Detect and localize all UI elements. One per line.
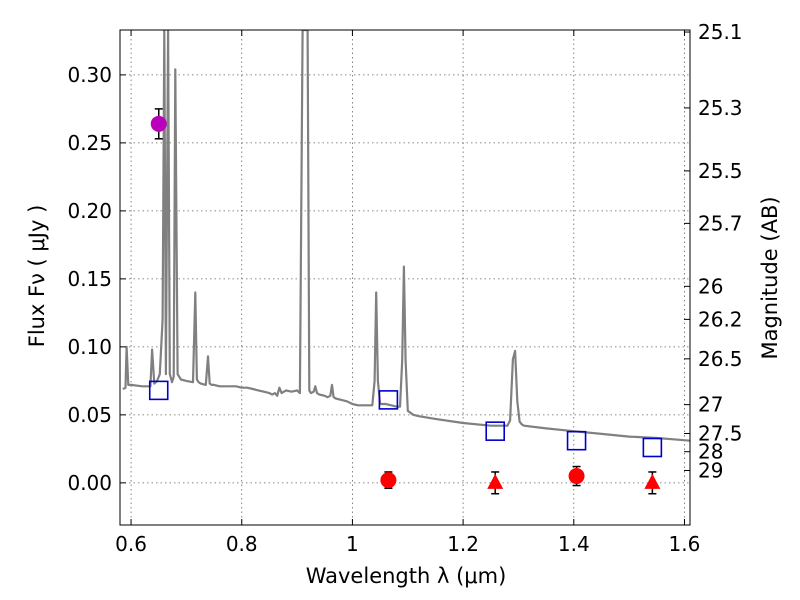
model-photometry-square bbox=[148, 380, 169, 401]
right-tick-label: 26 bbox=[698, 274, 723, 298]
y-tick-label: 0.20 bbox=[67, 199, 112, 223]
x-axis-label: Wavelength λ (μm) bbox=[306, 564, 507, 588]
model-photometry-square bbox=[378, 390, 399, 410]
right-y-axis-label: Magnitude (AB) bbox=[758, 196, 782, 359]
y-tick-label: 0.15 bbox=[67, 267, 112, 291]
right-tick-label: 25.7 bbox=[698, 211, 743, 235]
halpha-point bbox=[150, 115, 167, 132]
right-tick-label: 27.5 bbox=[698, 421, 743, 445]
x-tick-label: 1.4 bbox=[558, 532, 590, 556]
x-tick-label: 0.6 bbox=[115, 532, 147, 556]
y-tick-label: 0.25 bbox=[67, 131, 112, 155]
right-tick-label: 25.5 bbox=[698, 159, 743, 183]
right-tick-label: 26.2 bbox=[698, 307, 743, 331]
y-tick-label: 0.00 bbox=[67, 471, 112, 495]
right-tick-label: 26.5 bbox=[698, 347, 743, 371]
x-tick-label: 1.2 bbox=[447, 532, 479, 556]
gridlines bbox=[120, 30, 690, 525]
y-axis-label: Flux Fν ( μJy ) bbox=[25, 205, 49, 348]
axis-ticks: 0.6 0.8 1 1.2 1.4 1.6 0.00 0.05 0.10 0.15 0.20 0.25… bbox=[67, 20, 742, 556]
x-tick-label: 1 bbox=[346, 532, 359, 556]
right-tick-label: 28 bbox=[698, 440, 723, 464]
upper-limit-triangle bbox=[644, 473, 661, 489]
marker-layer bbox=[148, 108, 663, 495]
y-tick-label: 0.30 bbox=[67, 63, 112, 87]
detection-point bbox=[568, 468, 585, 485]
upper-limit-triangle bbox=[487, 473, 504, 489]
spectrum-layer bbox=[122, 30, 690, 442]
y-tick-label: 0.10 bbox=[67, 335, 112, 359]
x-tick-label: 0.8 bbox=[226, 532, 258, 556]
right-tick-label: 25.1 bbox=[698, 20, 743, 44]
right-tick-label: 27 bbox=[698, 393, 723, 417]
x-tick-label: 1.6 bbox=[669, 532, 701, 556]
detection-point bbox=[380, 472, 397, 489]
model-spectrum-line bbox=[122, 30, 690, 442]
model-photometry-square bbox=[566, 430, 587, 451]
right-tick-label: 29 bbox=[698, 458, 723, 482]
y-tick-label: 0.05 bbox=[67, 403, 112, 427]
model-photometry-square bbox=[485, 421, 506, 441]
right-tick-label: 25.3 bbox=[698, 96, 743, 120]
plot-frame bbox=[119, 29, 691, 526]
model-photometry-square bbox=[642, 437, 663, 458]
